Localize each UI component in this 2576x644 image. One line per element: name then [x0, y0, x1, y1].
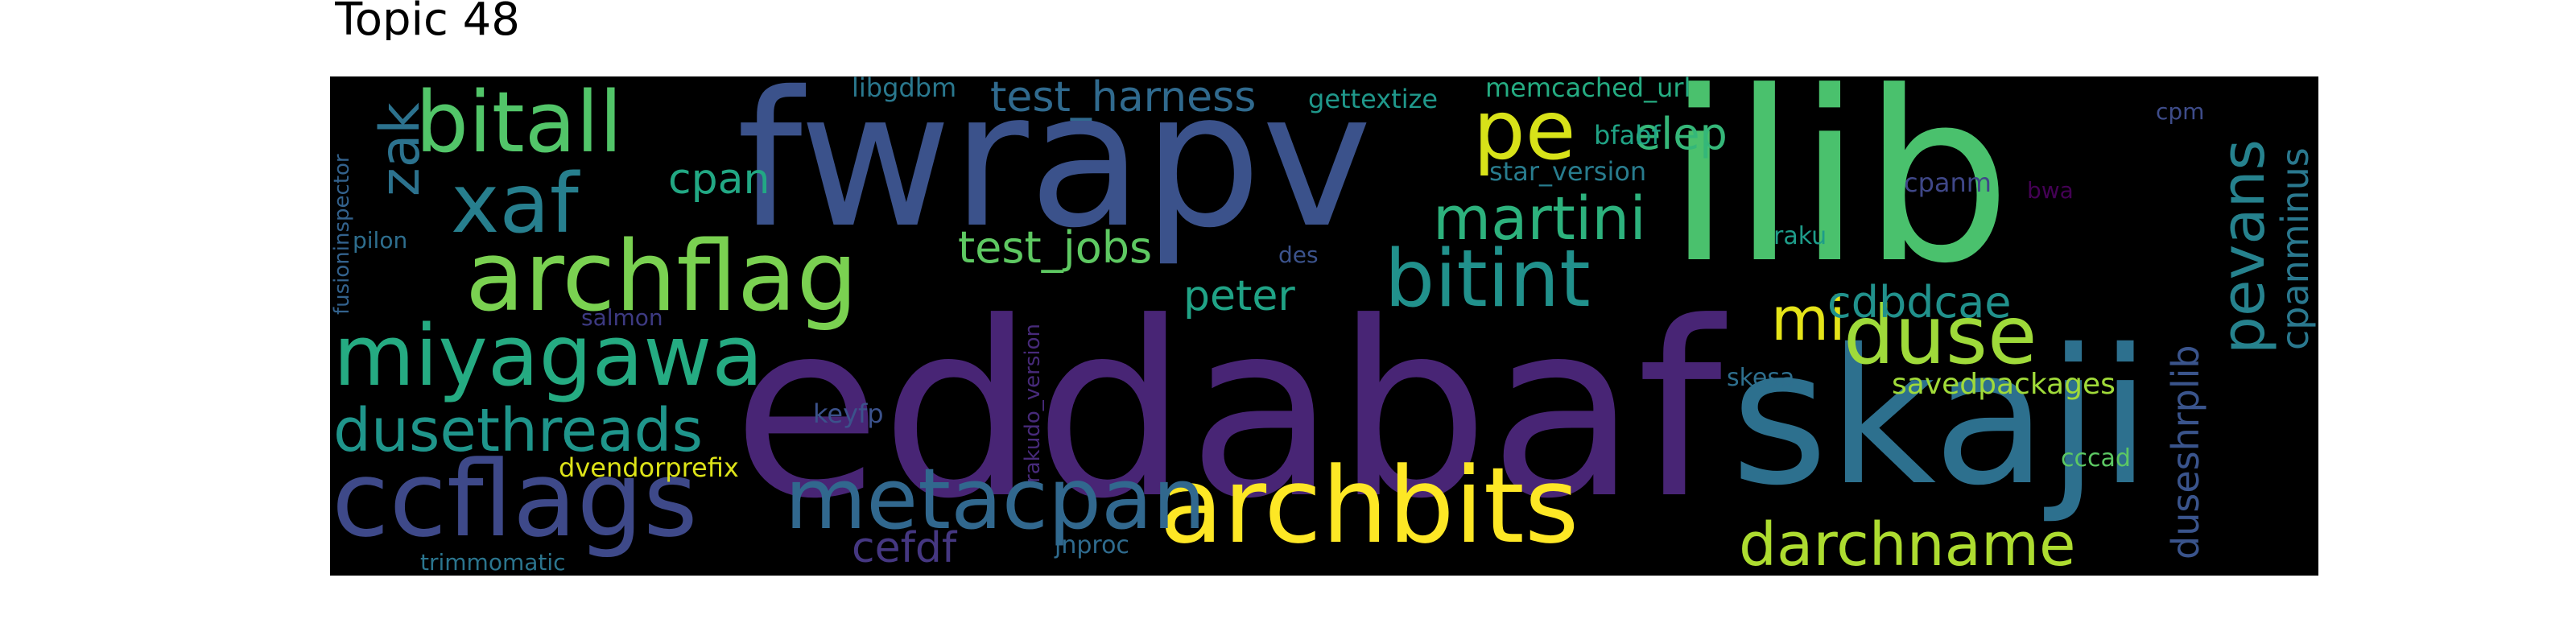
- word-salmon: salmon: [581, 304, 663, 331]
- word-cpanm: cpanm: [1904, 167, 1992, 198]
- word-cpm: cpm: [2156, 98, 2205, 125]
- word-bwa: bwa: [2027, 177, 2074, 204]
- word-rakudo_version: rakudo_version: [1021, 324, 1045, 483]
- word-des: des: [1278, 242, 1319, 268]
- word-duse: duse: [1843, 288, 2037, 382]
- word-fusioninspector: fusioninspector: [330, 154, 354, 315]
- word-elep: elep: [1634, 109, 1728, 159]
- word-raku: raku: [1773, 222, 1827, 250]
- word-cccad: cccad: [2061, 444, 2131, 473]
- word-bitint: bitint: [1385, 233, 1591, 325]
- word-archflag: archflag: [465, 221, 858, 333]
- word-xaf: xaf: [451, 156, 579, 252]
- word-test_harness: test_harness: [990, 76, 1257, 122]
- chart-title: Topic 48: [335, 0, 520, 40]
- word-bfabf: bfabf: [1594, 120, 1661, 151]
- word-duseshrplib: duseshrplib: [2164, 345, 2207, 559]
- word-mi: mi: [1771, 285, 1846, 354]
- word-dusethreads: dusethreads: [333, 396, 704, 465]
- word-eddabaf: eddabaf: [733, 270, 1723, 551]
- word-fwrapv: fwrapv: [737, 76, 1373, 269]
- word-trimmomatic: trimmomatic: [420, 549, 566, 576]
- word-zak: zak: [369, 102, 432, 196]
- word-archbits: archbits: [1159, 444, 1579, 567]
- word-pe: pe: [1473, 83, 1576, 179]
- word-metacpan: metacpan: [785, 450, 1206, 548]
- word-pilon: pilon: [353, 227, 408, 254]
- word-jnproc: jnproc: [1055, 531, 1129, 559]
- word-martini: martini: [1433, 184, 1646, 254]
- word-test_jobs: test_jobs: [958, 222, 1153, 273]
- word-peter: peter: [1183, 272, 1295, 320]
- word-cefdf: cefdf: [852, 524, 957, 572]
- word-keyfp: keyfp: [813, 398, 884, 429]
- word-ilib: ilib: [1666, 76, 2012, 315]
- word-darchname: darchname: [1739, 510, 2076, 576]
- word-ccflags: ccflags: [332, 438, 698, 560]
- word-skaji: skaji: [1731, 309, 2152, 526]
- word-skesa: skesa: [1727, 364, 1795, 392]
- word-cpan: cpan: [668, 155, 770, 204]
- word-cpanminus: cpanminus: [2273, 147, 2317, 350]
- word-memcached_url: memcached_url: [1485, 76, 1691, 103]
- word-bitall: bitall: [415, 76, 623, 171]
- word-miyagawa: miyagawa: [333, 307, 764, 405]
- word-pevans: pevans: [2209, 138, 2278, 354]
- word-cdbdcae: cdbdcae: [1827, 277, 2012, 328]
- word-cloud: eddabaf fwrapv ilib skaji archbits ccfla…: [330, 76, 2318, 576]
- word-savedpackages: savedpackages: [1892, 368, 2116, 401]
- word-star_version: star_version: [1489, 156, 1647, 187]
- word-libgdbm: libgdbm: [852, 76, 957, 103]
- word-gettextize: gettextize: [1308, 84, 1439, 114]
- word-dvendorprefix: dvendorprefix: [559, 452, 739, 483]
